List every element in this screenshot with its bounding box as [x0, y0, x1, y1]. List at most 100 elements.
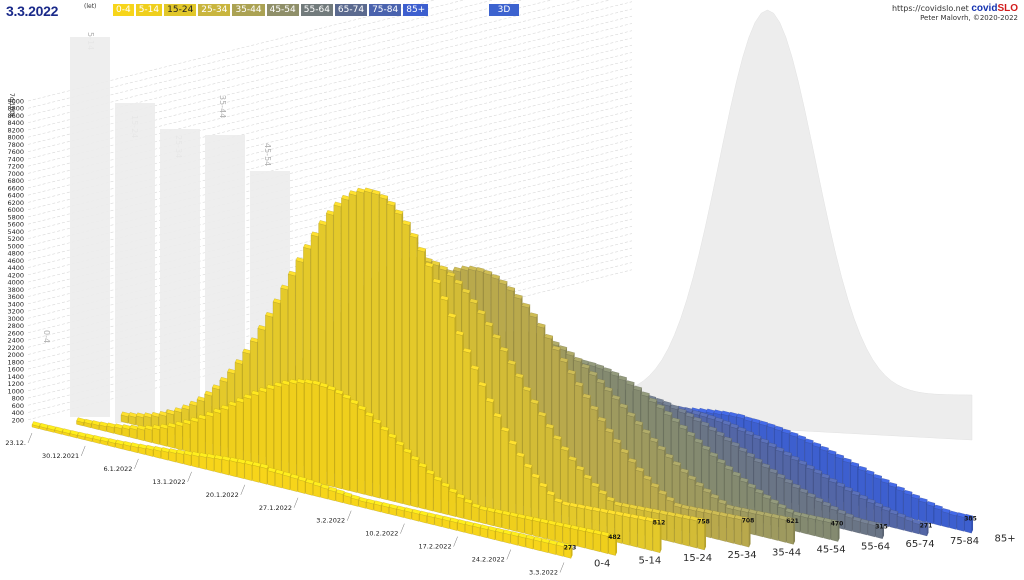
bar — [161, 450, 169, 461]
series-label-0-4: 0-4 — [594, 559, 610, 570]
bar — [297, 479, 306, 494]
back-wall-label: 0-4 — [42, 330, 51, 343]
bar — [941, 511, 949, 528]
bar — [755, 513, 764, 538]
site-link[interactable]: https://covidslo.net covidSLO — [892, 3, 1018, 14]
legend-chip-0-4[interactable]: 0-4 — [113, 4, 134, 16]
bar — [221, 459, 230, 476]
y-gridline — [27, 44, 633, 196]
bar — [425, 472, 434, 512]
bar — [486, 510, 495, 527]
value-label-15-24: 812 — [653, 519, 666, 526]
y-axis-label: 7d/100k — [8, 93, 15, 118]
bar — [541, 541, 549, 553]
y-tick-label: 8400 — [7, 119, 24, 127]
legend-chip-25-34[interactable]: 25-34 — [198, 4, 231, 16]
legend-chip-15-24[interactable]: 15-24 — [164, 4, 197, 16]
y-gridline — [27, 95, 633, 247]
value-label-5-14: 482 — [608, 534, 621, 541]
value-label-55-64: 470 — [831, 521, 844, 528]
bar — [267, 470, 275, 487]
y-tick-label: 6200 — [7, 199, 24, 207]
value-label-65-74: 315 — [875, 523, 888, 530]
x-tick-label: 13.1.2022 — [153, 478, 186, 486]
bar — [480, 527, 488, 539]
bar — [410, 458, 419, 508]
bar — [926, 504, 934, 525]
y-tick-label: 3800 — [7, 286, 24, 294]
bar — [524, 518, 533, 536]
series-label-15-24: 15-24 — [683, 553, 712, 564]
value-label-35-44: 708 — [742, 518, 755, 525]
x-tick-label: 6.1.2022 — [103, 465, 132, 473]
series-label-85plus: 85+ — [995, 533, 1016, 544]
y-tick-label: 8600 — [7, 112, 24, 120]
bar — [229, 460, 237, 478]
ghost-mountain — [599, 9, 973, 441]
bar — [327, 388, 335, 488]
y-tick-label: 6400 — [7, 192, 24, 200]
y-gridline — [27, 1, 633, 153]
bar — [259, 466, 268, 485]
bar — [335, 492, 344, 504]
legend-chip-85plus[interactable]: 85+ — [403, 4, 429, 16]
bar — [956, 515, 965, 532]
bar — [600, 534, 609, 554]
y-gridline — [27, 8, 633, 160]
value-label-75-84: 271 — [920, 522, 933, 529]
bar — [266, 387, 274, 473]
3d-toggle-button[interactable]: 3D — [489, 4, 519, 16]
x-tick-label: 3.3.2022 — [529, 569, 558, 577]
legend-chip-65-74[interactable]: 65-74 — [334, 4, 368, 16]
bar — [214, 457, 222, 474]
y-tick-label: 5400 — [7, 228, 24, 236]
bar — [304, 382, 312, 482]
y-gridline — [27, 124, 633, 276]
series-label-35-44: 35-44 — [772, 547, 801, 558]
legend-chip-75-84[interactable]: 75-84 — [369, 4, 402, 16]
bar — [258, 390, 267, 471]
bar — [175, 424, 183, 451]
bar — [771, 516, 779, 541]
bar — [509, 515, 517, 532]
bar — [228, 404, 236, 464]
bar — [674, 516, 682, 545]
y-tick-label: 7200 — [7, 163, 24, 171]
y-tick-label: 5800 — [7, 213, 24, 221]
bar — [478, 384, 486, 511]
y-tick-label: 1000 — [7, 387, 24, 395]
legend-chip-55-64[interactable]: 55-64 — [300, 4, 333, 16]
y-tick-label: 1800 — [7, 358, 24, 366]
bar — [531, 476, 539, 524]
y-gridline — [27, 0, 524, 124]
y-tick-label: 5600 — [7, 221, 24, 229]
bar — [311, 383, 320, 484]
legend-chip-5-14[interactable]: 5-14 — [135, 4, 163, 16]
bar — [622, 515, 630, 546]
y-tick-label: 4200 — [7, 271, 24, 279]
y-tick-label: 4800 — [7, 250, 24, 258]
y-tick-label: 2000 — [7, 351, 24, 359]
bar — [555, 524, 563, 543]
bar — [252, 464, 260, 483]
bar — [711, 513, 719, 540]
legend-chip-45-54[interactable]: 45-54 — [266, 4, 299, 16]
bar — [532, 520, 540, 538]
bar — [911, 497, 919, 521]
bar — [159, 426, 168, 447]
bar — [357, 408, 365, 495]
bar-side — [838, 521, 840, 542]
bar-side — [793, 518, 796, 545]
y-tick-label: 8800 — [7, 105, 24, 113]
bar — [719, 515, 727, 542]
bar — [500, 429, 509, 516]
bar — [273, 385, 282, 475]
bar — [645, 519, 653, 552]
bar — [244, 463, 252, 481]
site-url[interactable]: https://covidslo.net — [891, 4, 969, 13]
bar — [281, 383, 289, 477]
legend-chip-35-44[interactable]: 35-44 — [232, 4, 265, 16]
bar — [808, 517, 816, 537]
bar — [128, 415, 136, 426]
